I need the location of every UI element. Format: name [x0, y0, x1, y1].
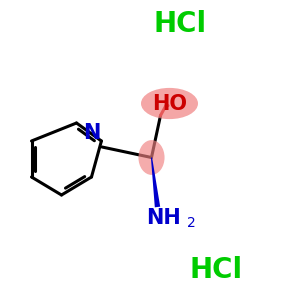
Polygon shape: [151, 158, 160, 207]
Text: HCl: HCl: [189, 256, 243, 284]
Text: HCl: HCl: [153, 10, 207, 38]
Text: HO: HO: [152, 94, 187, 113]
Ellipse shape: [141, 88, 198, 119]
Text: N: N: [83, 124, 100, 143]
Text: 2: 2: [187, 216, 195, 230]
Ellipse shape: [138, 140, 165, 175]
Text: NH: NH: [146, 208, 181, 227]
